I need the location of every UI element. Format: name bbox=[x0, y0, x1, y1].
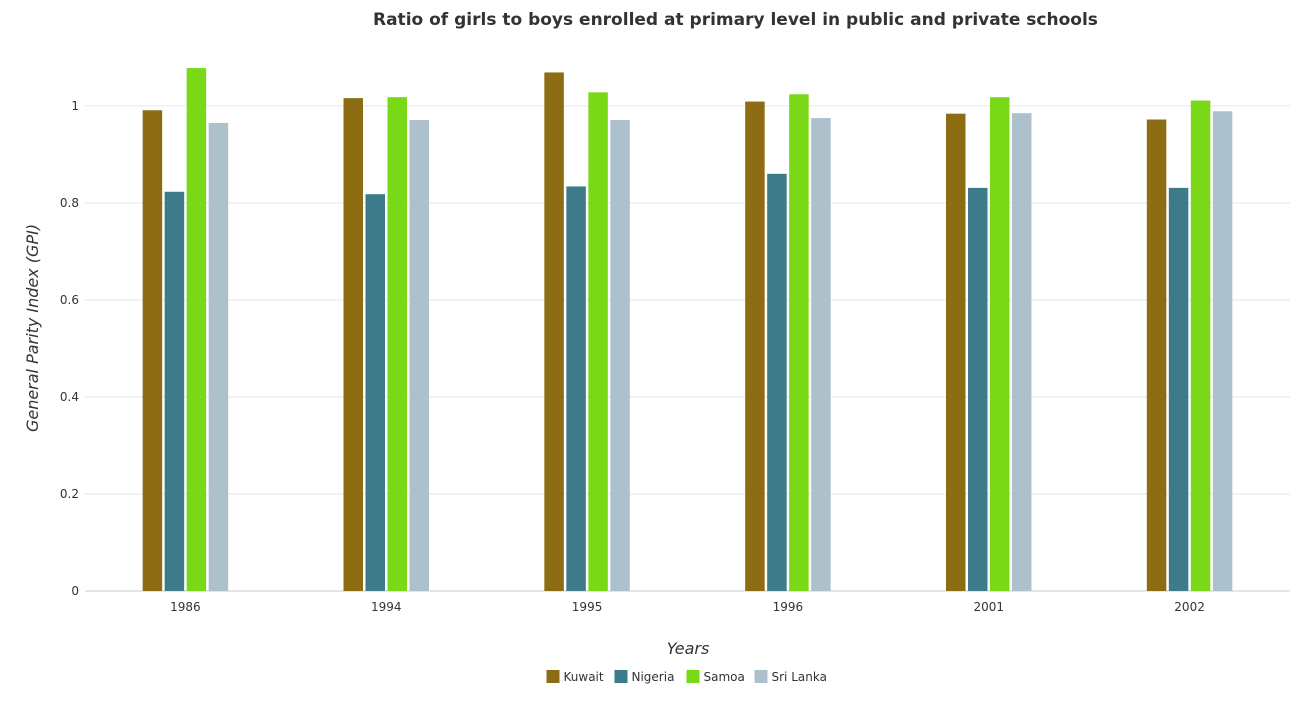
x-tick-label: 1996 bbox=[773, 600, 804, 614]
bar-sri-lanka-1995 bbox=[610, 119, 630, 591]
y-tick-label: 0.6 bbox=[60, 293, 79, 307]
bar-nigeria-1996 bbox=[767, 173, 787, 591]
y-tick-label: 0.2 bbox=[60, 487, 79, 501]
bar-kuwait-1995 bbox=[544, 72, 564, 592]
chart-title: Ratio of girls to boys enrolled at prima… bbox=[373, 10, 1098, 30]
bar-nigeria-1986 bbox=[164, 191, 185, 591]
bar-samoa-1986 bbox=[186, 68, 207, 591]
y-tick-label: 1 bbox=[71, 99, 79, 113]
gridlines bbox=[85, 105, 1290, 592]
bar-sri-lanka-1994 bbox=[409, 119, 429, 591]
y-tick-label: 0.4 bbox=[60, 390, 79, 404]
bar-sri-lanka-2001 bbox=[1012, 113, 1032, 591]
bar-sri-lanka-1986 bbox=[208, 122, 229, 591]
bar-kuwait-2002 bbox=[1146, 119, 1167, 591]
bars bbox=[142, 68, 1233, 592]
legend-label: Sri Lanka bbox=[772, 670, 827, 684]
y-tick-label: 0.8 bbox=[60, 196, 79, 210]
x-tick-label: 1986 bbox=[170, 600, 201, 614]
x-tick-label: 1995 bbox=[572, 600, 603, 614]
bar-samoa-2002 bbox=[1190, 100, 1211, 591]
legend-label: Samoa bbox=[704, 670, 745, 684]
bar-samoa-1996 bbox=[789, 94, 809, 591]
legend-label: Kuwait bbox=[564, 670, 604, 684]
x-tick-labels: 1986 1994 1995 1996 2001 2002 bbox=[170, 600, 1205, 614]
bar-kuwait-2001 bbox=[946, 113, 966, 592]
y-tick-label: 0 bbox=[71, 584, 79, 598]
legend-swatch-samoa bbox=[686, 670, 700, 683]
bar-nigeria-2001 bbox=[968, 187, 988, 592]
y-axis-title: General Parity Index (GPI) bbox=[23, 224, 42, 432]
y-tick-labels: 0 0.2 0.4 0.6 0.8 1 bbox=[60, 99, 79, 598]
bar-nigeria-1994 bbox=[365, 194, 385, 591]
legend: Kuwait Nigeria Samoa Sri Lanka bbox=[546, 670, 827, 684]
legend-swatch-kuwait bbox=[546, 670, 560, 683]
bar-nigeria-2002 bbox=[1168, 187, 1189, 592]
bar-samoa-1995 bbox=[588, 92, 608, 591]
bar-samoa-1994 bbox=[387, 97, 407, 592]
bar-samoa-2001 bbox=[990, 97, 1010, 592]
legend-label: Nigeria bbox=[632, 670, 675, 684]
x-tick-label: 1994 bbox=[371, 600, 402, 614]
x-tick-label: 2001 bbox=[973, 600, 1004, 614]
x-axis-title: Years bbox=[667, 639, 710, 658]
bar-sri-lanka-1996 bbox=[811, 118, 831, 591]
legend-swatch-sri-lanka bbox=[754, 670, 768, 683]
bar-nigeria-1995 bbox=[566, 186, 586, 592]
bar-sri-lanka-2002 bbox=[1212, 111, 1233, 592]
bar-kuwait-1994 bbox=[343, 98, 363, 591]
bar-kuwait-1986 bbox=[142, 110, 163, 591]
legend-swatch-nigeria bbox=[614, 670, 628, 683]
bar-kuwait-1996 bbox=[745, 101, 765, 591]
x-tick-label: 2002 bbox=[1174, 600, 1205, 614]
